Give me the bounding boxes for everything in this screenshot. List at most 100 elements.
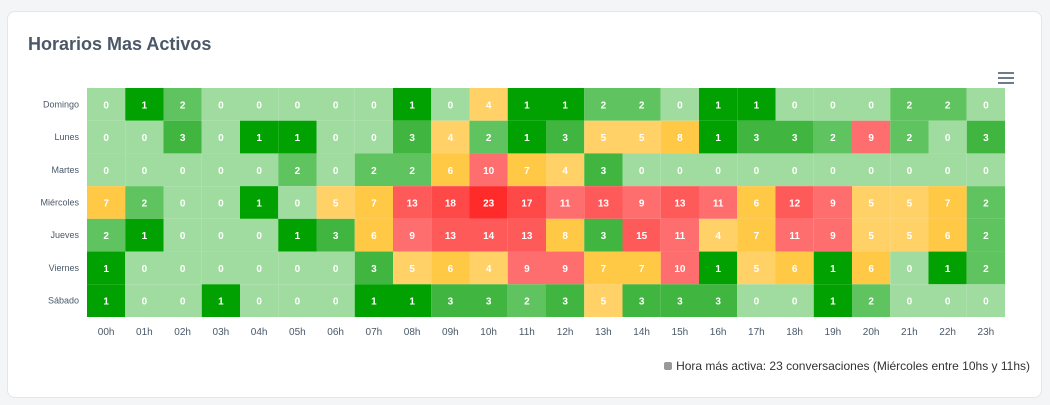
heatmap-cell xyxy=(201,88,240,121)
heatmap-cell xyxy=(354,218,393,252)
heatmap-cell xyxy=(316,186,355,219)
cell-value-label: 4 xyxy=(562,166,568,177)
cell-value-label: 3 xyxy=(601,231,607,242)
heatmap-cell xyxy=(890,153,929,187)
cell-value-label: 0 xyxy=(180,166,186,177)
heatmap-cell xyxy=(546,153,585,187)
heatmap-cell xyxy=(775,251,814,285)
cell-value-label: 13 xyxy=(598,199,610,210)
heatmap-cell xyxy=(354,120,393,154)
heatmap-cell xyxy=(278,251,317,285)
heatmap-cell xyxy=(775,186,814,219)
heatmap-cell xyxy=(584,120,623,154)
heatmap-cell xyxy=(393,88,432,121)
heatmap-cell xyxy=(201,186,240,219)
cell-value-label: 0 xyxy=(983,297,989,308)
cell-value-label: 1 xyxy=(830,264,836,275)
cell-value-label: 0 xyxy=(333,100,339,111)
heatmap-cell xyxy=(507,218,546,252)
cell-value-label: 0 xyxy=(945,133,951,144)
cell-value-label: 0 xyxy=(792,166,798,177)
cell-value-label: 0 xyxy=(754,297,760,308)
cell-value-label: 1 xyxy=(715,133,721,144)
heatmap-cell xyxy=(699,186,738,219)
y-tick-label: Jueves xyxy=(50,230,79,240)
cell-value-label: 12 xyxy=(789,199,801,210)
heatmap-cell xyxy=(546,218,585,252)
heatmap-cell xyxy=(316,88,355,121)
heatmap-cell xyxy=(201,120,240,154)
heatmap-cell xyxy=(469,153,508,187)
heatmap-cell xyxy=(87,88,126,121)
cell-value-label: 7 xyxy=(754,231,760,242)
x-tick-label: 07h xyxy=(366,327,383,338)
heatmap-cell xyxy=(125,284,164,317)
heatmap-cell xyxy=(813,153,852,187)
heatmap-cell xyxy=(699,120,738,154)
cell-value-label: 3 xyxy=(371,264,377,275)
cell-value-label: 9 xyxy=(409,231,415,242)
x-tick-label: 04h xyxy=(251,327,268,338)
cell-value-label: 14 xyxy=(483,231,495,242)
cell-value-label: 2 xyxy=(868,297,874,308)
heatmap-cell xyxy=(125,218,164,252)
cell-value-label: 10 xyxy=(483,166,495,177)
heatmap-cell xyxy=(852,120,891,154)
cell-value-label: 0 xyxy=(103,100,109,111)
heatmap-cell xyxy=(240,284,279,317)
heatmap-cell xyxy=(737,218,776,252)
heatmap-cell xyxy=(201,153,240,187)
heatmap-cell xyxy=(890,251,929,285)
x-tick-label: 11h xyxy=(519,327,535,338)
heatmap-cell xyxy=(507,186,546,219)
cell-value-label: 2 xyxy=(371,166,377,177)
cell-value-label: 1 xyxy=(409,297,415,308)
cell-value-label: 1 xyxy=(256,199,262,210)
cell-value-label: 0 xyxy=(983,166,989,177)
heatmap-cell xyxy=(775,120,814,154)
cell-value-label: 1 xyxy=(830,297,836,308)
heatmap-cell xyxy=(737,251,776,285)
heatmap-cell xyxy=(507,88,546,121)
heatmap-cell xyxy=(163,218,202,252)
heatmap-cell xyxy=(240,251,279,285)
cell-value-label: 0 xyxy=(830,166,836,177)
heatmap-cell xyxy=(163,88,202,121)
heatmap-cell xyxy=(393,251,432,285)
cell-value-label: 6 xyxy=(448,166,454,177)
heatmap-cell xyxy=(966,251,1005,285)
heatmap-cell xyxy=(660,284,699,317)
cell-value-label: 2 xyxy=(103,231,109,242)
cell-value-label: 2 xyxy=(830,133,836,144)
cell-value-label: 2 xyxy=(639,100,645,111)
cell-value-label: 0 xyxy=(677,100,683,111)
heatmap-cell xyxy=(163,251,202,285)
cell-value-label: 0 xyxy=(295,199,301,210)
cell-value-label: 6 xyxy=(945,231,951,242)
heatmap-cell xyxy=(890,218,929,252)
cell-value-label: 1 xyxy=(218,297,224,308)
cell-value-label: 0 xyxy=(180,231,186,242)
heatmap-cell xyxy=(469,88,508,121)
cell-value-label: 2 xyxy=(486,133,492,144)
x-tick-label: 02h xyxy=(174,327,191,338)
heatmap-cell xyxy=(393,218,432,252)
cell-value-label: 3 xyxy=(333,231,339,242)
cell-value-label: 5 xyxy=(754,264,760,275)
x-tick-label: 23h xyxy=(978,327,995,338)
cell-value-label: 0 xyxy=(218,264,224,275)
heatmap-cell xyxy=(584,88,623,121)
heatmap-cell xyxy=(622,218,661,252)
cell-value-label: 2 xyxy=(983,231,989,242)
heatmap-cell xyxy=(507,120,546,154)
heatmap-cell xyxy=(469,186,508,219)
heatmap-cell xyxy=(507,153,546,187)
legend[interactable]: Hora más activa: 23 conversaciones (Miér… xyxy=(664,359,1030,373)
x-tick-label: 13h xyxy=(595,327,612,338)
heatmap-cell xyxy=(813,218,852,252)
cell-value-label: 0 xyxy=(180,199,186,210)
hamburger-menu-icon[interactable] xyxy=(998,72,1014,84)
heatmap-cell xyxy=(87,284,126,317)
heatmap-cell xyxy=(966,120,1005,154)
cell-value-label: 3 xyxy=(639,297,645,308)
